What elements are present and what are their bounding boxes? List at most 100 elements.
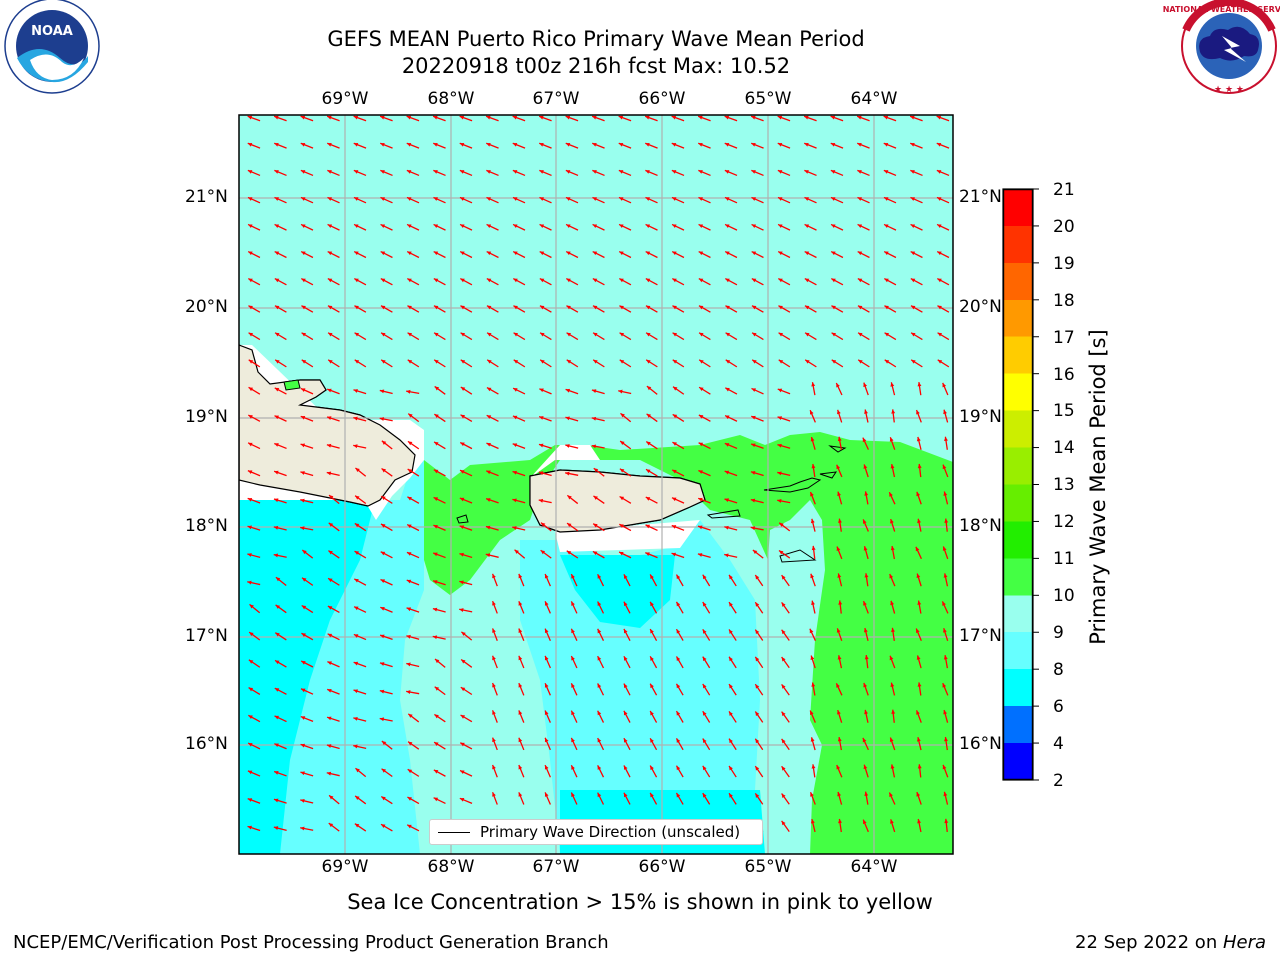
wave-arrow-head [274, 688, 280, 692]
wave-arrow-head [645, 305, 651, 310]
wave-arrow-head [300, 415, 306, 420]
colorbar-tick-10: 10 [1053, 586, 1075, 606]
wave-arrow-head [857, 115, 862, 120]
wave-arrow-head [408, 713, 413, 718]
wave-arrow-head [942, 464, 947, 470]
wave-arrow-head [810, 655, 815, 660]
wave-arrow-head [407, 359, 413, 364]
wave-arrow-head [752, 549, 758, 555]
wave-arrow-head [571, 683, 575, 688]
wave-arrow-head [618, 115, 624, 120]
wave-arrow-head [354, 551, 360, 555]
wave-arrow-head [943, 655, 948, 660]
wave-arrow-head [275, 332, 280, 337]
wave-arrow-head [592, 224, 598, 228]
wave-arrow-head [513, 388, 518, 392]
wave-arrow-head [492, 628, 496, 633]
wave-arrow-head [353, 115, 359, 120]
wave-arrow-head [540, 550, 546, 555]
wave-arrow-head [781, 738, 786, 744]
wave-arrow-head [407, 251, 412, 256]
wave-arrow-head [755, 602, 760, 607]
wave-arrow-head [247, 553, 252, 557]
wave-arrow-head [831, 278, 836, 283]
wave-arrow-head [538, 498, 544, 503]
wave-arrow-head [863, 628, 868, 633]
wave-arrow-head [355, 768, 360, 773]
wave-arrow-head [461, 631, 466, 636]
wave-arrow-head [327, 115, 332, 120]
lat-label-left-21n: 21°N [185, 187, 228, 207]
wave-arrow-head [916, 491, 921, 497]
wave-arrow-head [300, 826, 305, 831]
wave-arrow-head [650, 710, 654, 716]
wave-arrow-head [565, 444, 570, 448]
wave-arrow-head [433, 278, 439, 283]
wave-arrow-head [729, 711, 733, 716]
wave-arrow-head [566, 332, 572, 337]
wave-arrow-head [943, 709, 948, 715]
wave-arrow-head [619, 305, 624, 310]
wave-arrow-head [432, 607, 438, 612]
wave-arrow-head [327, 142, 332, 147]
wave-arrow-head [618, 197, 624, 201]
wave-arrow-head [858, 332, 863, 337]
wave-arrow-head [916, 436, 921, 442]
wave-arrow-head [884, 224, 889, 228]
wave-arrow-head [571, 765, 575, 770]
wave-arrow-head [591, 389, 597, 394]
lon-label-bottom-64w: 64°W [850, 857, 898, 877]
wave-arrow-head [353, 444, 358, 449]
wave-arrow-head [354, 251, 359, 256]
wave-arrow-head [592, 278, 598, 283]
wave-arrow-head [512, 498, 517, 503]
wave-arrow-head [593, 523, 598, 528]
wave-arrow-head [433, 197, 438, 201]
wave-arrow-head [249, 604, 254, 609]
wave-arrow-head [910, 170, 915, 174]
wave-arrow-head [777, 115, 783, 120]
wave-arrow-head [702, 765, 707, 771]
wave-arrow-head [434, 714, 439, 719]
map-frame [238, 114, 954, 855]
wave-arrow-head [729, 765, 733, 771]
wave-arrow-head [724, 470, 730, 475]
wave-arrow-head [890, 382, 895, 387]
wave-arrow-head [751, 443, 756, 448]
wave-arrow-head [623, 738, 628, 743]
wave-arrow-head [676, 656, 681, 661]
wave-arrow-head [884, 251, 889, 256]
wave-arrow-head [810, 437, 815, 442]
wave-arrow-head [379, 717, 385, 722]
wave-arrow-head [910, 142, 915, 147]
wave-arrow-head [328, 332, 333, 337]
wave-arrow-head [354, 606, 359, 611]
wave-arrow-head [619, 251, 624, 256]
wave-arrow-head [247, 170, 253, 174]
wave-arrow-head [645, 142, 650, 147]
wave-arrow-head [777, 170, 783, 174]
wave-arrow-head [274, 443, 279, 447]
wave-arrow-head [937, 278, 942, 283]
wave-arrow-head [676, 683, 681, 689]
wave-arrow-head [434, 686, 440, 691]
wave-arrow-head [273, 498, 279, 503]
colorbar-tick-4: 4 [1053, 734, 1064, 754]
wave-arrow-head [830, 170, 836, 174]
wave-arrow-head [354, 224, 359, 228]
wave-arrow-head [811, 464, 816, 469]
wave-arrow-head [645, 115, 650, 120]
wave-arrow-head [433, 115, 438, 120]
wave-arrow-head [937, 332, 943, 337]
wave-arrow-head [777, 443, 782, 448]
wave-arrow-head [910, 224, 916, 228]
wave-arrow-head [566, 550, 572, 555]
wave-arrow-head [937, 305, 942, 310]
wave-arrow-head [810, 518, 815, 524]
wave-arrow-head [781, 684, 786, 689]
wave-arrow-head [380, 606, 385, 611]
wave-arrow-head [434, 359, 439, 364]
wave-arrow-head [326, 471, 332, 476]
wave-arrow-head [300, 388, 306, 392]
wave-arrow-head [565, 471, 570, 476]
